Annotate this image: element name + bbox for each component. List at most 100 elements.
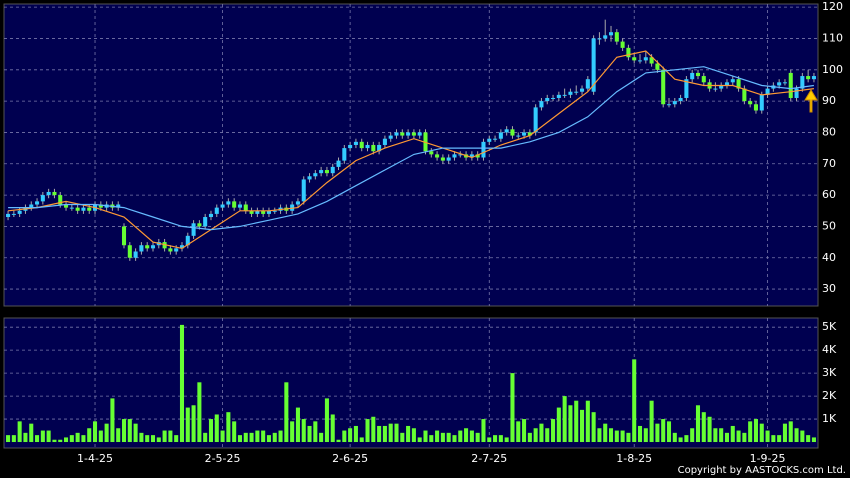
volume-bar — [191, 405, 196, 443]
volume-bar — [585, 400, 590, 443]
y-tick-label: 110 — [822, 31, 843, 44]
x-tick-label: 1-4-25 — [77, 452, 113, 465]
volume-bar — [637, 425, 643, 443]
volume-tick-label: 4K — [822, 343, 837, 356]
candle-body — [319, 170, 324, 174]
candle-body — [498, 132, 503, 139]
volume-panel — [3, 317, 819, 449]
candle-body — [417, 132, 422, 136]
volume-bar — [788, 421, 793, 443]
x-tick-label: 2-5-25 — [205, 452, 241, 465]
candle-body — [185, 235, 190, 246]
y-tick-label: 60 — [822, 188, 836, 201]
volume-bar — [406, 425, 411, 443]
volume-bar — [568, 405, 573, 443]
volume-bar — [168, 430, 173, 443]
candle-body — [272, 210, 277, 212]
candle-body — [765, 88, 770, 95]
candle-body — [243, 204, 248, 211]
volume-bar — [748, 421, 753, 443]
candle-body — [127, 245, 132, 258]
candle-body — [203, 217, 208, 227]
candle-body — [197, 223, 202, 227]
candle-body — [551, 97, 556, 99]
candle-body — [394, 132, 399, 136]
volume-bar — [753, 419, 758, 443]
candle-body — [724, 82, 730, 86]
candle-body — [580, 88, 585, 92]
volume-bar — [672, 432, 677, 443]
volume-bar — [394, 423, 399, 443]
candle-body — [58, 195, 63, 205]
volume-bar — [243, 432, 248, 443]
y-tick-label: 80 — [822, 125, 836, 138]
volume-tick-label: 3K — [822, 366, 837, 379]
y-tick-label: 100 — [822, 63, 843, 76]
volume-bar — [811, 437, 816, 443]
candle-body — [290, 204, 295, 211]
candle-body — [475, 154, 480, 158]
volume-bar — [214, 414, 219, 443]
candle-body — [237, 204, 242, 208]
candle-body — [539, 101, 544, 108]
marks: 1-4-25 2-5-25 2-6-25 2-7-25 1-8-25 1-9-25 30 40… — [4, 0, 843, 465]
candle-body — [342, 148, 347, 161]
candle-body — [690, 72, 695, 80]
volume-bar — [382, 425, 387, 443]
volume-bar — [127, 419, 132, 443]
volume-bar — [730, 425, 735, 443]
candle-body — [191, 223, 196, 236]
candle-body — [759, 94, 764, 111]
volume-bar — [649, 400, 654, 443]
volume-bar — [493, 435, 498, 443]
volume-bar — [533, 428, 538, 443]
volume-bar — [678, 437, 683, 443]
moving-average-line — [8, 66, 814, 231]
volume-bar — [110, 398, 115, 443]
candle-body — [562, 94, 567, 96]
volume-bar — [435, 430, 440, 443]
candle-body — [655, 63, 660, 70]
volume-bar — [614, 430, 619, 443]
volume-bar — [574, 400, 579, 443]
candle-body — [348, 144, 353, 149]
volume-bar — [603, 423, 608, 443]
y-tick-label: 120 — [822, 0, 843, 13]
candle-body — [713, 88, 718, 90]
volume-bar — [417, 437, 422, 443]
candle-body — [295, 201, 300, 205]
candle-body — [695, 72, 701, 77]
candle-body — [35, 201, 40, 205]
candle-body — [678, 97, 683, 102]
candle-body — [359, 141, 364, 149]
volume-bar — [272, 432, 277, 443]
volume-bar — [261, 430, 266, 443]
candle-body — [452, 154, 457, 158]
candle-body — [69, 207, 74, 209]
volume-tick-label: 2K — [822, 389, 837, 402]
candle-body — [742, 88, 747, 102]
volume-bar — [446, 432, 451, 443]
candle-body — [458, 154, 463, 156]
volume-bar — [29, 423, 34, 443]
candle-body — [133, 251, 138, 258]
volume-bar — [800, 430, 805, 443]
candle-body — [81, 207, 86, 211]
candle-body — [545, 97, 550, 102]
volume-bar — [371, 416, 376, 443]
volume-bar — [377, 425, 382, 443]
volume-bar — [23, 432, 28, 443]
volume-bar — [232, 421, 237, 443]
volume-bar — [701, 412, 706, 443]
volume-bar — [336, 439, 341, 443]
volume-bar — [580, 409, 585, 443]
volume-bar — [301, 419, 306, 443]
volume-bar — [684, 435, 689, 443]
volume-bar — [98, 430, 103, 443]
moving-average-line — [8, 50, 814, 250]
candle-body — [64, 204, 69, 208]
volume-bar — [782, 423, 787, 443]
x-tick-label: 2-6-25 — [332, 452, 368, 465]
volume-bar — [666, 421, 672, 443]
candle-body — [649, 57, 654, 64]
